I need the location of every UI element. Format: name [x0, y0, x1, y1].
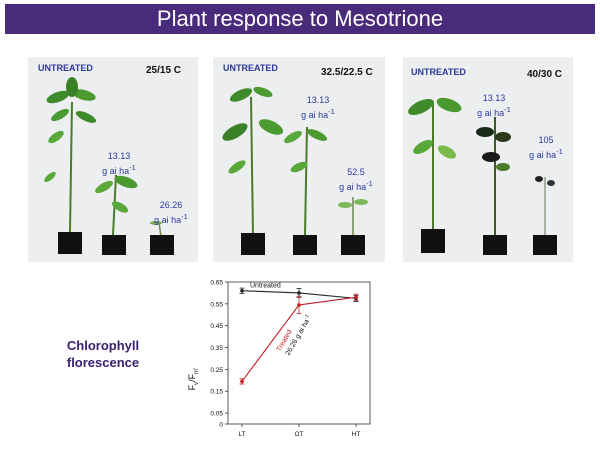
y-tick-label: 0.15: [210, 389, 223, 396]
dose-label: 13.13 g ai ha-1: [102, 151, 136, 176]
plant-photo-25-15: UNTREATED 25/15 C 13.13 g ai ha-1 26.26 g …: [28, 57, 198, 262]
slide-title: Plant response to Mesotrione: [156, 6, 444, 31]
x-tick-label: HT: [352, 431, 361, 438]
y-tick-label: 0.65: [210, 280, 223, 287]
untreated-point: [297, 291, 301, 295]
svg-text:Fv/Fm': Fv/Fm': [187, 368, 200, 391]
x-tick-label: LT: [238, 431, 245, 438]
dose-label: 105 g ai ha-1: [529, 135, 563, 160]
temperature-label: 40/30 C: [527, 69, 563, 80]
chlorophyll-label: Chlorophyll florescence: [66, 338, 140, 370]
y-tick-label: 0.35: [210, 345, 223, 352]
y-tick-label: 0.45: [210, 323, 223, 330]
series-label-untreated: Untreated: [250, 283, 281, 290]
plant-photo-graphic: [408, 97, 557, 255]
treated-point: [354, 295, 358, 300]
plant-photo-graphic: [222, 86, 368, 255]
untreated-point: [240, 288, 244, 293]
dose-label: 26.26 g ai ha-1: [154, 200, 188, 225]
plant-photo-40-30: UNTREATED 40/30 C 13.13 g ai ha-1 105 g ai…: [403, 57, 573, 262]
y-tick-label: 0: [219, 422, 223, 429]
temperature-label: 32.5/22.5 C: [321, 67, 373, 78]
fluorescence-chart: Fv/Fm' 0 0.05 0.15 0.25 0.35 0.45 0.55 0.65 LT OT…: [187, 280, 371, 438]
plant-photo-32-22: UNTREATED 32.5/22.5 C 13.13 g ai ha-1 52.…: [213, 57, 385, 262]
untreated-label: UNTREATED: [411, 67, 466, 77]
dose-label: 52.5 g ai ha-1: [339, 167, 373, 192]
x-tick-label: OT: [294, 431, 303, 438]
plant-photo-graphic: [44, 77, 174, 255]
treated-point: [240, 379, 244, 384]
untreated-label: UNTREATED: [223, 63, 278, 73]
y-tick-label: 0.55: [210, 301, 223, 308]
title-bar: Plant response to Mesotrione: [5, 4, 595, 34]
dose-label: 13.13 g ai ha-1: [301, 95, 335, 120]
untreated-label: UNTREATED: [38, 63, 93, 73]
y-axis-title: Fv/Fm': [187, 368, 200, 391]
y-tick-label: 0.05: [210, 411, 223, 418]
temperature-label: 25/15 C: [146, 65, 182, 76]
treated-point: [297, 303, 301, 307]
dose-label: 13.13 g ai ha-1: [477, 93, 511, 118]
y-tick-label: 0.25: [210, 367, 223, 374]
